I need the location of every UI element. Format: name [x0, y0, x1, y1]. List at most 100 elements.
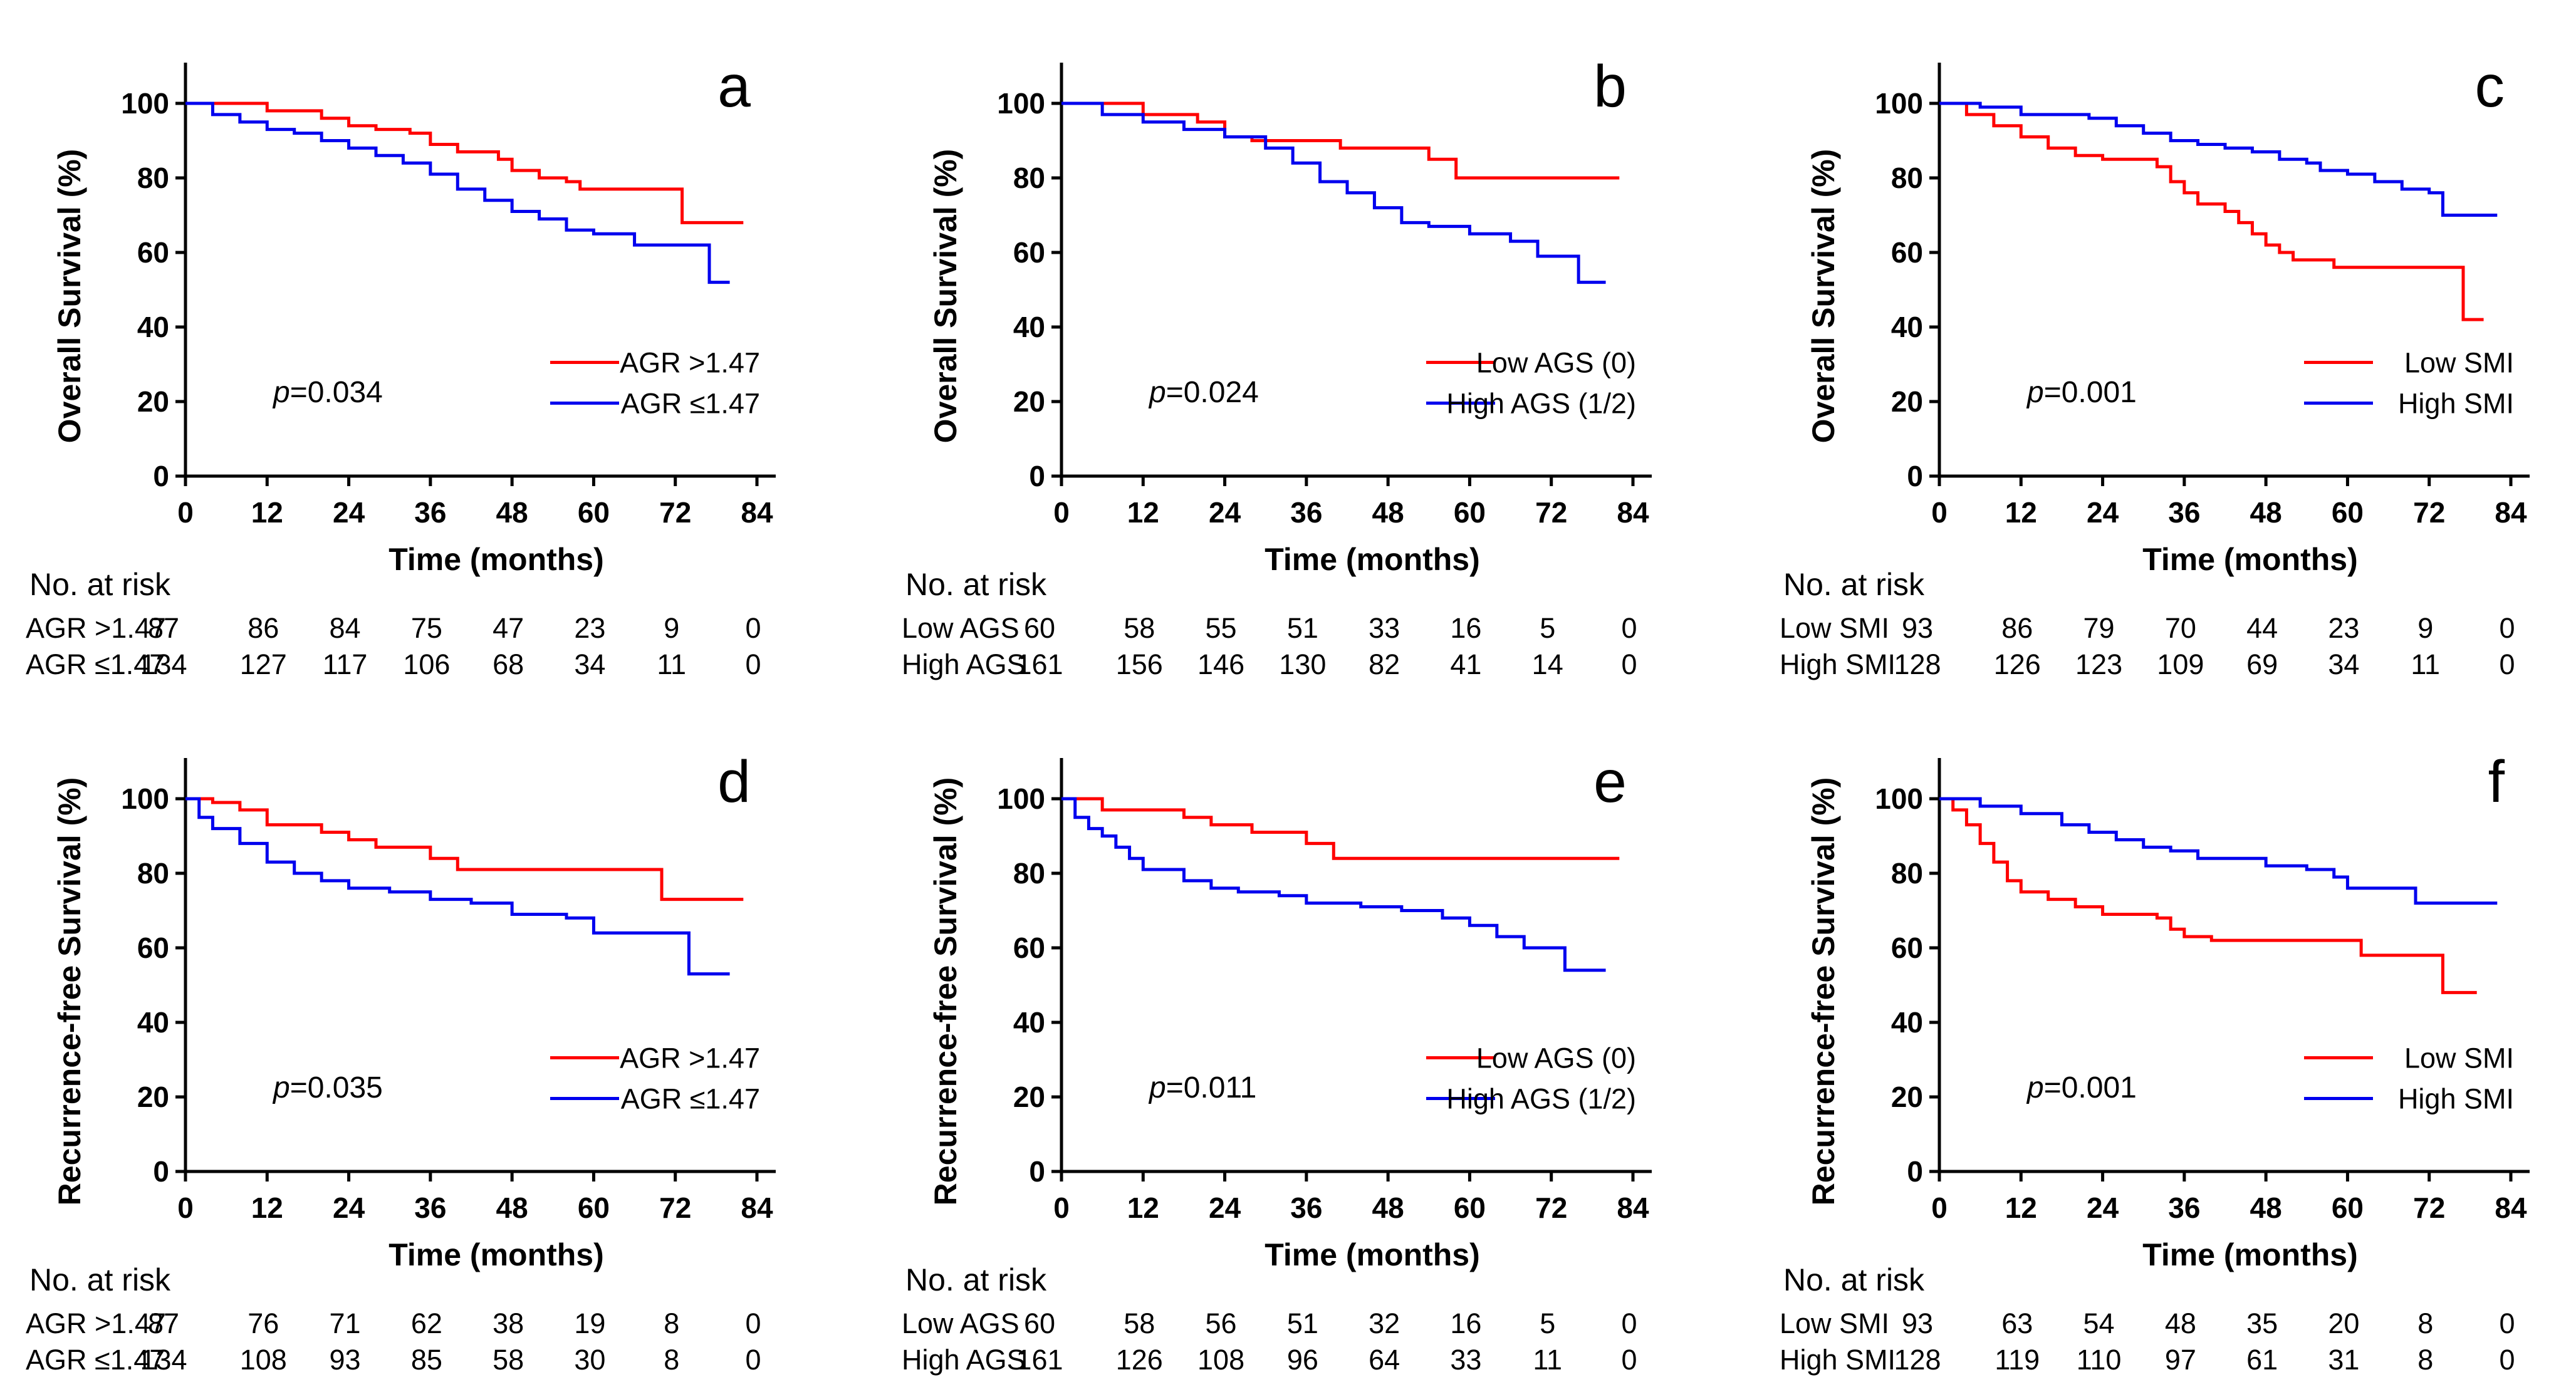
risk-count: 5 — [1540, 612, 1555, 644]
x-tick-label: 0 — [1931, 496, 1948, 529]
risk-count: 0 — [2499, 612, 2515, 644]
x-tick-label: 12 — [2005, 496, 2037, 529]
risk-heading: No. at risk — [905, 1262, 1047, 1297]
y-tick-label: 20 — [1013, 1081, 1045, 1113]
risk-count: 60 — [1024, 612, 1055, 644]
y-tick-label: 60 — [1891, 932, 1923, 964]
x-tick-label: 36 — [1290, 1192, 1322, 1224]
risk-count: 9 — [2417, 612, 2433, 644]
legend-label: High SMI — [2398, 388, 2514, 420]
risk-count: 130 — [1279, 648, 1326, 680]
risk-count: 11 — [1533, 1344, 1562, 1376]
y-tick-label: 20 — [1891, 1081, 1923, 1113]
risk-count: 70 — [2165, 612, 2196, 644]
risk-count: 108 — [1197, 1344, 1244, 1376]
x-tick-label: 48 — [1372, 496, 1404, 529]
risk-count: 20 — [2328, 1307, 2359, 1339]
risk-count: 23 — [574, 612, 605, 644]
legend-label: AGR ≤1.47 — [621, 1083, 760, 1115]
risk-row-label: Low SMI — [1780, 1307, 1889, 1339]
x-tick-label: 60 — [2332, 496, 2364, 529]
risk-count: 96 — [1287, 1344, 1318, 1376]
y-axis-title: Recurrence-free Survival (%) — [1806, 777, 1841, 1206]
risk-count: 75 — [411, 612, 442, 644]
risk-count: 0 — [1621, 648, 1637, 680]
risk-count: 23 — [2328, 612, 2359, 644]
y-tick-label: 100 — [1875, 87, 1923, 120]
y-tick-label: 80 — [1013, 857, 1045, 890]
x-tick-label: 24 — [1209, 1192, 1241, 1224]
risk-row-label: AGR ≤1.47 — [26, 1344, 165, 1376]
risk-count: 84 — [330, 612, 361, 644]
x-tick-label: 84 — [741, 1192, 773, 1224]
panel-letter: f — [2488, 749, 2505, 815]
risk-row-label: High AGS — [902, 648, 1026, 680]
x-tick-label: 0 — [1053, 1192, 1070, 1224]
risk-count: 119 — [1995, 1344, 2040, 1376]
x-tick-label: 36 — [414, 496, 446, 529]
risk-count: 0 — [2499, 648, 2515, 680]
y-tick-label: 20 — [137, 1081, 169, 1113]
km-curve-0 — [185, 101, 744, 224]
legend-label: High AGS (1/2) — [1446, 1083, 1636, 1115]
risk-count: 0 — [1621, 1344, 1637, 1376]
risk-count: 85 — [411, 1344, 442, 1376]
x-tick-label: 0 — [1053, 496, 1070, 529]
x-tick-label: 24 — [333, 1192, 365, 1224]
risk-count: 8 — [2417, 1344, 2433, 1376]
panel-e: 0 20 40 60 80 100 0 12 24 36 48 60 72 84 Time (months)… — [902, 749, 1652, 1376]
risk-count: 117 — [323, 648, 368, 680]
y-tick-label: 40 — [137, 1006, 169, 1039]
p-value: p=0.011 — [1148, 1071, 1256, 1104]
p-symbol: p — [2026, 1071, 2044, 1104]
x-tick-label: 60 — [1454, 1192, 1486, 1224]
risk-count: 11 — [2411, 648, 2440, 680]
risk-count: 0 — [745, 648, 761, 680]
risk-heading: No. at risk — [1783, 1262, 1925, 1297]
y-axis-title: Overall Survival (%) — [928, 149, 963, 444]
p-symbol: p — [2026, 376, 2044, 409]
risk-count: 9 — [664, 612, 679, 644]
risk-count: 34 — [2328, 648, 2359, 680]
risk-count: 69 — [2246, 648, 2278, 680]
x-tick-label: 72 — [2413, 1192, 2445, 1224]
x-tick-label: 12 — [1127, 496, 1159, 529]
y-tick-label: 100 — [121, 782, 169, 815]
p-number: =0.001 — [2044, 376, 2137, 409]
risk-count: 44 — [2246, 612, 2278, 644]
risk-count: 146 — [1197, 648, 1244, 680]
legend-label: Low AGS (0) — [1476, 1042, 1636, 1074]
km-curve-0 — [1939, 797, 2477, 994]
risk-count: 55 — [1206, 612, 1237, 644]
y-tick-label: 60 — [137, 932, 169, 964]
risk-row-label: AGR >1.47 — [26, 1307, 166, 1339]
panel-letter: c — [2475, 53, 2505, 120]
p-symbol: p — [1148, 1071, 1166, 1104]
x-tick-label: 24 — [2087, 1192, 2119, 1224]
risk-row-label: Low AGS — [902, 1307, 1019, 1339]
panel-letter: b — [1593, 53, 1627, 120]
km-curve-1 — [1939, 797, 2498, 905]
risk-count: 109 — [2157, 648, 2204, 680]
risk-count: 108 — [240, 1344, 287, 1376]
risk-count: 64 — [1369, 1344, 1400, 1376]
x-tick-label: 72 — [659, 496, 691, 529]
legend-label: High AGS (1/2) — [1446, 388, 1636, 420]
risk-count: 51 — [1287, 612, 1318, 644]
x-tick-label: 60 — [2332, 1192, 2364, 1224]
x-tick-label: 36 — [1290, 496, 1322, 529]
x-axis-title: Time (months) — [1265, 542, 1480, 577]
x-tick-label: 0 — [1931, 1192, 1948, 1224]
y-axis-title: Overall Survival (%) — [52, 149, 87, 444]
km-curve-1 — [1939, 101, 2498, 217]
y-tick-label: 0 — [153, 1155, 169, 1188]
legend-label: Low SMI — [2404, 1042, 2514, 1074]
risk-row-label: High SMI — [1780, 648, 1895, 680]
risk-count: 34 — [574, 648, 605, 680]
risk-count: 93 — [1902, 612, 1933, 644]
legend-label: Low SMI — [2404, 347, 2514, 379]
risk-count: 32 — [1369, 1307, 1400, 1339]
km-curve-0 — [1061, 101, 1620, 180]
